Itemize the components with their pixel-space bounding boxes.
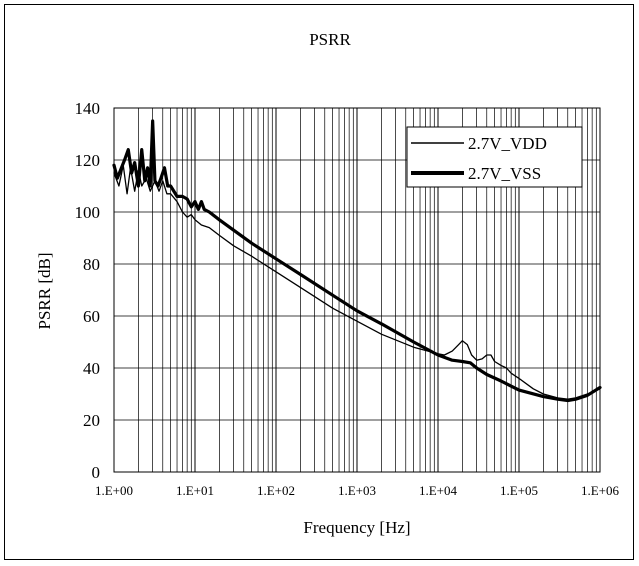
legend-box — [406, 126, 583, 188]
plot-area — [113, 107, 601, 473]
x-axis-label: Frequency [Hz] — [303, 518, 410, 537]
legend-label-vss: 2.7V_VSS — [468, 164, 541, 183]
x-tick-label: 1.E+00 — [95, 483, 133, 498]
x-tick-label: 1.E+04 — [419, 483, 458, 498]
y-tick-label: 140 — [75, 99, 101, 118]
y-tick-label: 120 — [75, 151, 101, 170]
chart-frame — [4, 4, 634, 560]
legend-label-vdd: 2.7V_VDD — [468, 134, 547, 153]
x-tick-label: 1.E+05 — [500, 483, 538, 498]
y-tick-label: 100 — [75, 203, 101, 222]
x-tick-label: 1.E+02 — [257, 483, 295, 498]
y-tick-label: 60 — [83, 307, 100, 326]
x-tick-label: 1.E+01 — [176, 483, 214, 498]
series-line-vss — [112, 119, 602, 403]
y-tick-label: 0 — [92, 463, 101, 482]
series-group — [112, 119, 602, 403]
chart-title: PSRR — [309, 30, 351, 49]
y-tick-label: 20 — [83, 411, 100, 430]
x-tick-label: 1.E+06 — [581, 483, 620, 498]
x-tick-label: 1.E+03 — [338, 483, 376, 498]
y-axis-label: PSRR [dB] — [35, 253, 54, 330]
tick-labels: 1.E+00 1.E+01 1.E+02 1.E+03 1.E+04 1.E+05 1.E+… — [75, 99, 620, 498]
y-tick-label: 40 — [83, 359, 100, 378]
series-line-vdd — [113, 164, 601, 400]
y-tick-label: 80 — [83, 255, 100, 274]
legend: 2.7V_VDD 2.7V_VSS — [406, 126, 583, 188]
